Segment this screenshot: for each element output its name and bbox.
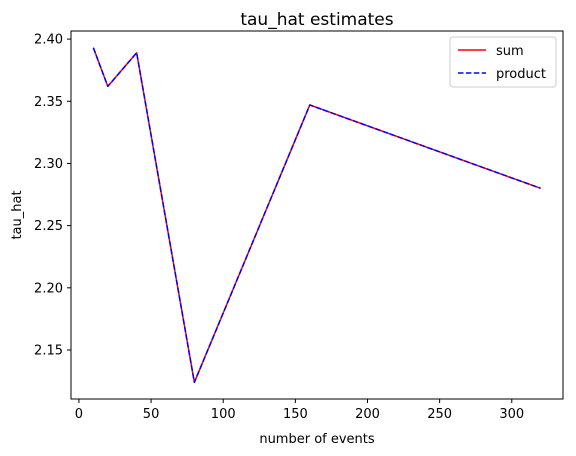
x-tick-label: 250 [427, 407, 452, 422]
series-line-product [92, 47, 541, 384]
y-tick-label: 2.15 [34, 343, 63, 358]
x-axis-label: number of events [259, 432, 375, 447]
legend-label-product: product [496, 67, 546, 82]
y-tick-label: 2.40 [34, 33, 63, 48]
x-tick-label: 200 [355, 407, 380, 422]
x-tick-label: 150 [283, 407, 308, 422]
legend-label-sum: sum [496, 44, 524, 59]
x-tick-label: 100 [211, 407, 236, 422]
y-axis: 2.15 2.20 2.25 2.30 2.35 2.40 [34, 33, 71, 358]
y-tick-label: 2.30 [34, 157, 63, 172]
x-tick-label: 50 [143, 407, 160, 422]
y-axis-label: tau_hat [10, 190, 25, 239]
x-tick-label: 300 [499, 407, 524, 422]
y-tick-label: 2.35 [34, 95, 63, 110]
y-tick-label: 2.25 [34, 219, 63, 234]
x-axis: 0 50 100 150 200 250 300 [75, 399, 524, 422]
chart-title: tau_hat estimates [240, 10, 393, 30]
y-tick-label: 2.20 [34, 281, 63, 296]
legend: sum product [449, 36, 557, 88]
x-tick-label: 0 [75, 407, 83, 422]
series-line-sum [92, 47, 541, 384]
plot-frame [70, 30, 564, 400]
plot-area [92, 47, 541, 384]
